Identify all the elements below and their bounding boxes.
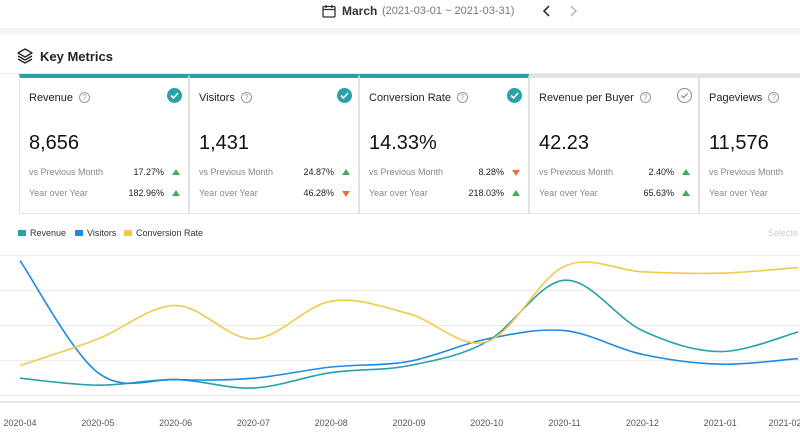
chevron-right-icon[interactable] [566, 2, 580, 20]
yoy-label: Year over Year [199, 188, 258, 198]
line-chart: 2020-04 2020-05 2020-06 2020-07 2020-08 2020-… [0, 255, 800, 428]
legend-item-conversion-rate[interactable]: Conversion Rate [136, 228, 204, 238]
vs-percent: 8.28% [478, 167, 504, 177]
x-tick-label: 2020-10 [470, 418, 503, 428]
yoy-label: Year over Year [709, 188, 768, 198]
card-label: Conversion Rate? [369, 92, 468, 104]
down-arrow-icon [512, 170, 520, 176]
card-label: Pageviews? [709, 92, 780, 104]
up-arrow-icon [682, 190, 690, 196]
x-tick-label: 2020-05 [81, 418, 114, 428]
x-tick-label: 2020-04 [3, 418, 36, 428]
yoy-label: Year over Year [369, 188, 428, 198]
metric-card-pageviews[interactable]: Pageviews? 11,576 vs Previous Month Year… [699, 74, 800, 214]
vs-label: vs Previous Month [709, 167, 784, 177]
layers-icon [17, 48, 33, 64]
x-tick-label: 2020-08 [315, 418, 348, 428]
yoy-percent: 46.28% [303, 188, 334, 198]
metric-value: 42.23 [539, 132, 590, 154]
metric-value: 11,576 [709, 132, 769, 154]
vs-label: vs Previous Month [29, 167, 104, 177]
chevron-left-icon[interactable] [540, 2, 554, 20]
date-navigator: March (2021-03-01 ~ 2021-03-31) [0, 0, 800, 28]
help-icon[interactable]: ? [79, 92, 91, 103]
vs-percent: 2.40% [648, 167, 674, 177]
up-arrow-icon [342, 169, 350, 175]
x-tick-label: 2020-12 [626, 418, 659, 428]
calendar-icon[interactable] [322, 4, 336, 18]
metric-value: 14.33% [369, 132, 437, 154]
vs-label: vs Previous Month [369, 167, 444, 177]
x-tick-label: 2020-09 [392, 418, 425, 428]
legend-swatch-visitors [75, 230, 83, 236]
x-tick-label: 2021-01 [704, 418, 737, 428]
yoy-label: Year over Year [539, 188, 598, 198]
yoy-percent: 182.96% [128, 188, 164, 198]
series-line-conversion-rate [19, 261, 799, 367]
vs-percent: 17.27% [133, 167, 164, 177]
vs-label: vs Previous Month [539, 167, 614, 177]
up-arrow-icon [682, 169, 690, 175]
up-arrow-icon [172, 169, 180, 175]
check-icon[interactable] [337, 88, 352, 103]
divider [0, 73, 800, 74]
legend-item-visitors[interactable]: Visitors [87, 228, 117, 238]
card-label: Revenue per Buyer? [539, 92, 651, 104]
check-icon[interactable] [677, 88, 692, 103]
x-tick-label: 2020-11 [548, 418, 580, 428]
legend-item-revenue[interactable]: Revenue [30, 228, 67, 238]
metric-value: 1,431 [199, 132, 250, 154]
card-label: Visitors? [199, 92, 252, 104]
help-icon[interactable]: ? [456, 92, 468, 103]
legend-swatch-conversion-rate [124, 230, 132, 236]
metric-value: 8,656 [29, 132, 80, 154]
yoy-percent: 218.03% [468, 188, 504, 198]
help-icon[interactable]: ? [639, 92, 651, 103]
help-icon[interactable]: ? [768, 92, 780, 103]
up-arrow-icon [512, 190, 520, 196]
metric-card-revenue-per-buyer[interactable]: Revenue per Buyer? 42.23 vs Previous Mon… [529, 74, 699, 214]
up-arrow-icon [172, 190, 180, 196]
vs-percent: 24.87% [303, 167, 334, 177]
x-tick-label: 2021-02 [768, 418, 800, 428]
check-icon[interactable] [507, 88, 522, 103]
check-icon[interactable] [167, 88, 182, 103]
selected-hint: Selecte [768, 228, 799, 238]
yoy-label: Year over Year [29, 188, 88, 198]
date-range: (2021-03-01 ~ 2021-03-31) [382, 5, 515, 17]
selected-month[interactable]: March [342, 4, 378, 18]
x-tick-label: 2020-06 [159, 418, 192, 428]
series-line-visitors [19, 260, 799, 385]
metric-card-visitors[interactable]: Visitors? 1,431 vs Previous Month 24.87%… [189, 74, 359, 214]
section-title: Key Metrics [40, 49, 113, 64]
card-label: Revenue? [29, 92, 91, 104]
metric-card-revenue[interactable]: Revenue? 8,656 vs Previous Month 17.27% … [19, 74, 189, 214]
help-icon[interactable]: ? [240, 92, 252, 103]
down-arrow-icon [342, 191, 350, 197]
vs-label: vs Previous Month [199, 167, 274, 177]
yoy-percent: 65.63% [643, 188, 674, 198]
legend-swatch-revenue [18, 230, 26, 236]
x-tick-label: 2020-07 [237, 418, 270, 428]
series-line-revenue [19, 279, 799, 389]
metric-card-conversion-rate[interactable]: Conversion Rate? 14.33% vs Previous Mont… [359, 74, 529, 214]
